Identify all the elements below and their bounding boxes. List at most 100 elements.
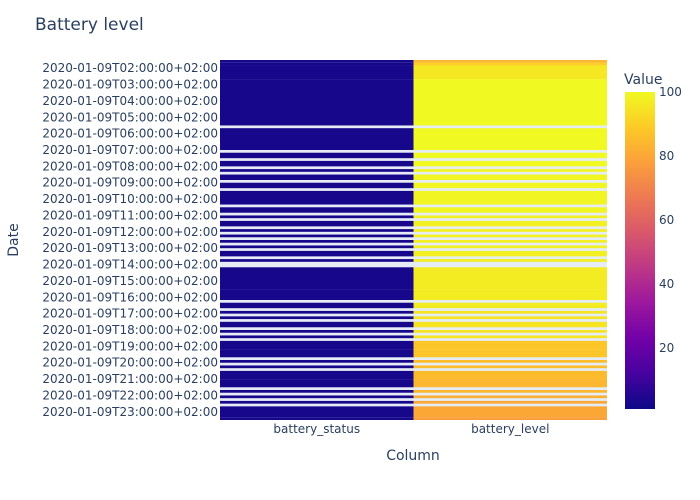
heatmap-cell-battery_status-13 — [220, 220, 414, 227]
heatmap-cell-battery_level-35 — [413, 390, 607, 393]
heatmap-cell-battery_status-24 — [220, 310, 414, 314]
heatmap-cell-battery_status-5 — [220, 152, 414, 159]
heatmap-cell-battery_level-38 — [413, 406, 607, 418]
y-tick-label: 2020-01-09T06:00:00+02:00 — [42, 127, 218, 141]
y-tick-label: 2020-01-09T11:00:00+02:00 — [42, 208, 218, 222]
heatmap-cell-battery_status-34 — [220, 379, 414, 388]
heatmap-cell-battery_level-25 — [413, 316, 607, 320]
heatmap-cell-battery_status-19 — [220, 259, 414, 262]
heatmap-cell-battery_status-31 — [220, 360, 414, 363]
heatmap-cell-battery_level-32 — [413, 365, 607, 369]
heatmap-cell-battery_level-7 — [413, 169, 607, 172]
heatmap-cell-battery_status-27 — [220, 330, 414, 333]
heatmap-cell-battery_level-21 — [413, 270, 607, 290]
heatmap-cell-battery_level-6 — [413, 160, 607, 167]
heatmap-cell-battery_status-3 — [220, 79, 414, 126]
heatmap-cell-battery_level-3 — [413, 79, 607, 126]
heatmap-cell-battery_status-37 — [220, 400, 414, 404]
heatmap-cell-battery_level-22 — [413, 289, 607, 300]
colorbar — [625, 92, 655, 409]
heatmap-cell-battery_status-15 — [220, 234, 414, 238]
colorbar-tick-label: 60 — [659, 213, 674, 227]
heatmap-cells — [220, 60, 607, 420]
heatmap-cell-battery_level-18 — [413, 250, 607, 257]
heatmap-cell-battery_level-36 — [413, 395, 607, 399]
heatmap-cell-battery_level-0 — [413, 60, 607, 63]
heatmap-cell-battery_status-29 — [220, 340, 414, 350]
heatmap-cell-battery_status-28 — [220, 335, 414, 339]
heatmap-cell-battery_status-12 — [220, 215, 414, 219]
y-tick-label: 2020-01-09T17:00:00+02:00 — [42, 307, 218, 321]
heatmap-cell-battery_level-31 — [413, 360, 607, 363]
heatmap-cell-battery_level-11 — [413, 207, 607, 213]
heatmap-cell-battery_level-16 — [413, 240, 607, 243]
heatmap-cell-battery_level-14 — [413, 229, 607, 232]
colorbar-tick-label: 40 — [659, 277, 674, 291]
heatmap-cell-battery_status-30 — [220, 349, 414, 358]
y-tick-labels: 2020-01-09T02:00:00+02:00 2020-01-09T03:0… — [42, 61, 218, 419]
heatmap-cell-battery_level-12 — [413, 215, 607, 219]
heatmap-cell-battery_status-1 — [220, 62, 414, 66]
y-tick-label: 2020-01-09T10:00:00+02:00 — [42, 192, 218, 206]
heatmap-cell-battery_status-9 — [220, 182, 414, 189]
heatmap-cell-battery_level-9 — [413, 182, 607, 189]
y-axis-title: Date — [6, 223, 22, 256]
heatmap-cell-battery_level-1 — [413, 62, 607, 66]
heatmap-cell-battery_level-30 — [413, 349, 607, 358]
heatmap-cell-battery_status-23 — [220, 302, 414, 309]
heatmap-cell-battery_status-6 — [220, 160, 414, 167]
chart-title: Battery level — [35, 15, 144, 35]
y-tick-label: 2020-01-09T05:00:00+02:00 — [42, 110, 218, 124]
y-tick-label: 2020-01-09T22:00:00+02:00 — [42, 388, 218, 402]
heatmap-cell-battery_status-0 — [220, 60, 414, 63]
heatmap-cell-battery_status-10 — [220, 190, 414, 205]
heatmap-cell-battery_status-16 — [220, 240, 414, 243]
x-axis-title: Column — [386, 448, 440, 464]
heatmap-cell-battery_level-27 — [413, 330, 607, 333]
y-tick-label: 2020-01-09T02:00:00+02:00 — [42, 61, 218, 75]
heatmap-cell-battery_level-26 — [413, 321, 607, 328]
heatmap-cell-battery_level-20 — [413, 267, 607, 270]
heatmap-cell-battery_level-19 — [413, 259, 607, 262]
heatmap-cell-battery_level-23 — [413, 302, 607, 309]
heatmap-cell-battery_level-29 — [413, 340, 607, 350]
heatmap-cell-battery_status-36 — [220, 395, 414, 399]
colorbar-tick-label: 20 — [659, 341, 674, 355]
heatmap-cell-battery_level-4 — [413, 128, 607, 150]
heatmap-cell-battery_level-37 — [413, 400, 607, 404]
heatmap-cell-battery_status-17 — [220, 245, 414, 249]
heatmap-cell-battery_status-35 — [220, 390, 414, 393]
y-tick-label: 2020-01-09T04:00:00+02:00 — [42, 94, 218, 108]
heatmap-cell-battery_status-14 — [220, 229, 414, 232]
heatmap-cell-battery_status-25 — [220, 316, 414, 320]
y-tick-label: 2020-01-09T08:00:00+02:00 — [42, 159, 218, 173]
colorbar-title: Value — [624, 72, 662, 88]
heatmap-cell-battery_level-15 — [413, 234, 607, 238]
heatmap-cell-battery_status-32 — [220, 365, 414, 369]
heatmap-cell-battery_level-34 — [413, 379, 607, 388]
heatmap-cell-battery_level-33 — [413, 370, 607, 380]
heatmap-cell-battery_status-11 — [220, 207, 414, 213]
x-tick-label: battery_status — [273, 422, 360, 436]
x-tick-labels: battery_status battery_level — [273, 422, 549, 436]
y-tick-label: 2020-01-09T09:00:00+02:00 — [42, 176, 218, 190]
heatmap-cell-battery_level-28 — [413, 335, 607, 339]
heatmap-cell-battery_level-2 — [413, 65, 607, 80]
heatmap-cell-battery_status-7 — [220, 169, 414, 172]
y-tick-label: 2020-01-09T19:00:00+02:00 — [42, 339, 218, 353]
heatmap-cell-battery_level-24 — [413, 310, 607, 314]
y-tick-label: 2020-01-09T14:00:00+02:00 — [42, 258, 218, 272]
heatmap-cell-battery_status-8 — [220, 174, 414, 180]
y-tick-label: 2020-01-09T15:00:00+02:00 — [42, 274, 218, 288]
heatmap-cell-battery_status-4 — [220, 128, 414, 150]
heatmap-cell-battery_status-33 — [220, 370, 414, 380]
heatmap-cell-battery_status-38 — [220, 406, 414, 418]
heatmap-cell-battery_level-39 — [413, 417, 607, 420]
y-tick-label: 2020-01-09T18:00:00+02:00 — [42, 323, 218, 337]
heatmap-cell-battery_level-5 — [413, 152, 607, 159]
y-tick-label: 2020-01-09T20:00:00+02:00 — [42, 356, 218, 370]
y-tick-label: 2020-01-09T16:00:00+02:00 — [42, 290, 218, 304]
y-tick-label: 2020-01-09T13:00:00+02:00 — [42, 241, 218, 255]
heatmap-cell-battery_level-17 — [413, 245, 607, 249]
